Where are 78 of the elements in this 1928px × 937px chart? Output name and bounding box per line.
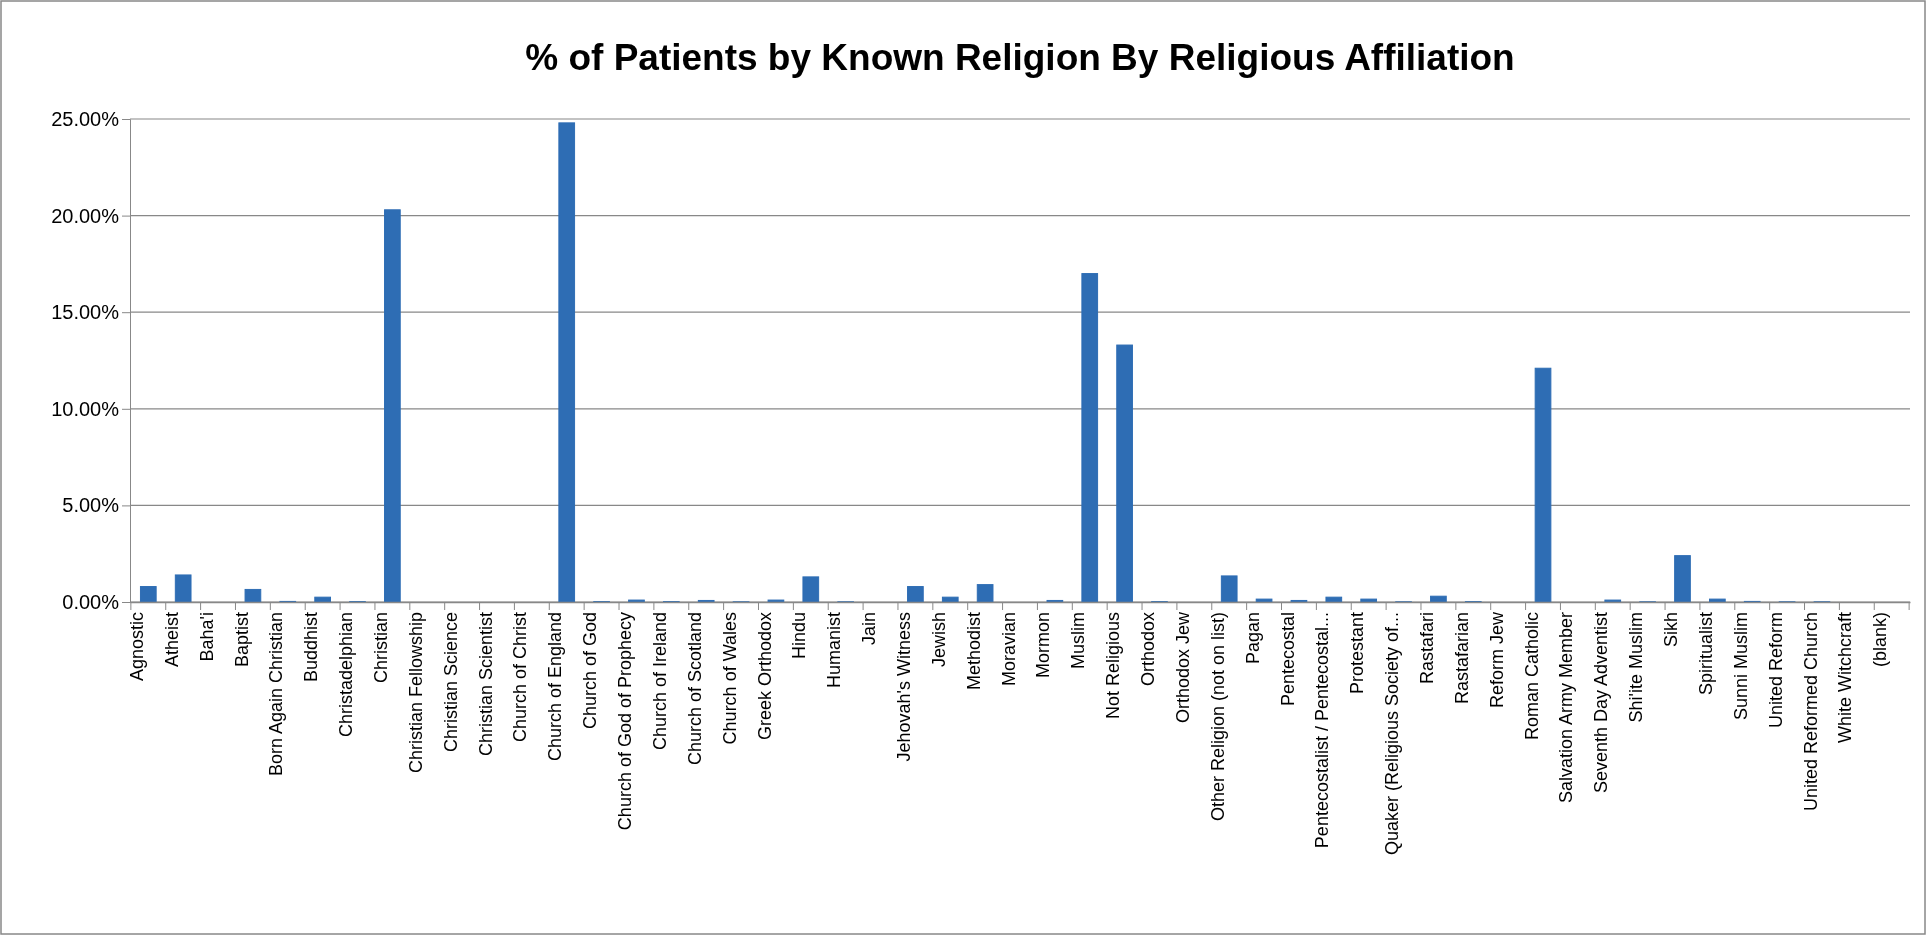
x-tick-label: Seventh Day Adventist <box>1591 612 1612 794</box>
chart-title: % of Patients by Known Religion By Religious Affiliation <box>525 37 1515 78</box>
x-tick-label: Buddhist <box>301 612 322 683</box>
bar <box>244 588 262 603</box>
x-tick-label: Church of Wales <box>719 612 740 745</box>
bar <box>1534 367 1552 603</box>
y-tick-label: 15.00% <box>51 301 120 324</box>
y-tick-label: 20.00% <box>51 204 120 227</box>
bar <box>558 122 576 603</box>
x-tick-label: Rastafari <box>1417 612 1438 685</box>
bar <box>941 596 959 603</box>
y-tick-label: 0.00% <box>62 590 120 613</box>
x-tick-label: Humanist <box>824 612 845 689</box>
x-tick-label: Other Religion (not on list) <box>1207 612 1228 822</box>
bar <box>1674 555 1691 603</box>
x-tick-label: Christadelphian <box>336 612 357 738</box>
y-tick-label: 5.00% <box>62 494 120 517</box>
x-tick-label: Church of England <box>545 612 566 762</box>
x-tick-label: Moravian <box>998 612 1019 687</box>
x-tick-label: Greek Orthodox <box>754 612 775 741</box>
bar <box>1116 344 1133 603</box>
x-tick-label: Protestant <box>1347 612 1368 695</box>
x-tick-label: (blank) <box>1870 612 1891 668</box>
x-tick-label: Church of God <box>580 612 601 730</box>
x-tick-label: Jehovah's Witness <box>894 612 914 762</box>
x-tick-label: Pentecostalist / Pentecostal... <box>1312 612 1333 849</box>
x-tick-label: United Reform <box>1765 612 1786 729</box>
x-tick-label: Orthodox Jew <box>1172 611 1193 724</box>
x-tick-label: Church of God of Prophecy <box>615 612 636 831</box>
x-tick-label: Hindu <box>789 612 810 660</box>
x-tick-label: Rastafarian <box>1451 612 1472 705</box>
bar <box>1430 595 1447 603</box>
x-tick-label: Church of Christ <box>510 612 531 743</box>
y-tick-label: 10.00% <box>51 397 120 420</box>
x-tick-label: Born Again Christian <box>266 612 287 777</box>
x-tick-label: Jewish <box>928 612 949 668</box>
x-tick-label: White Witchcraft <box>1835 612 1856 744</box>
x-tick-label: Pagan <box>1242 612 1263 665</box>
bar <box>1220 575 1238 603</box>
x-tick-label: Agnostic <box>126 612 147 682</box>
bar <box>314 596 331 603</box>
y-tick-label: 25.00% <box>51 107 120 130</box>
x-tick-label: Salvation Army Member <box>1556 612 1577 804</box>
x-tick-label: Baha'i <box>196 612 217 662</box>
x-tick-label: Baptist <box>231 612 252 668</box>
bar <box>976 584 994 603</box>
x-tick-label: Mormon <box>1033 612 1054 679</box>
bar <box>1255 598 1273 603</box>
x-tick-label: United Reformed Church <box>1800 612 1821 812</box>
x-tick-label: Roman Catholic <box>1521 612 1542 741</box>
x-tick-label: Sikh <box>1661 612 1682 648</box>
bar <box>1325 596 1343 603</box>
x-tick-label: Jain <box>859 612 880 646</box>
x-tick-label: Church of Scotland <box>684 612 705 766</box>
bar <box>1360 598 1378 603</box>
x-tick-label: Reform Jew <box>1486 611 1507 709</box>
x-tick-label: Spiritualist <box>1695 612 1716 696</box>
bar <box>907 586 924 603</box>
bar <box>174 574 192 603</box>
bar <box>1081 273 1099 603</box>
x-tick-label: Orthodox <box>1138 612 1159 687</box>
x-tick-label: Not Religious <box>1103 612 1124 720</box>
x-tick-label: Atheist <box>161 612 182 668</box>
bar <box>802 576 820 603</box>
x-tick-label: Christian Scientist <box>475 612 496 757</box>
x-tick-label: Christian Science <box>440 612 461 753</box>
x-tick-label: Quaker (Religious Society of... <box>1382 612 1403 856</box>
x-tick-label: Church of Ireland <box>649 612 670 751</box>
x-tick-label: Muslim <box>1068 612 1089 669</box>
x-tick-label: Christian Fellowship <box>405 612 426 774</box>
bar <box>384 209 401 603</box>
x-tick-label: Christian <box>370 612 391 684</box>
x-tick-label: Methodist <box>963 612 984 691</box>
x-tick-label: Sunni Muslim <box>1730 612 1751 721</box>
x-tick-label: Pentecostal <box>1277 612 1298 707</box>
bar <box>139 586 157 603</box>
bar <box>1709 598 1726 603</box>
x-tick-label: Shi'ite Muslim <box>1626 612 1647 723</box>
